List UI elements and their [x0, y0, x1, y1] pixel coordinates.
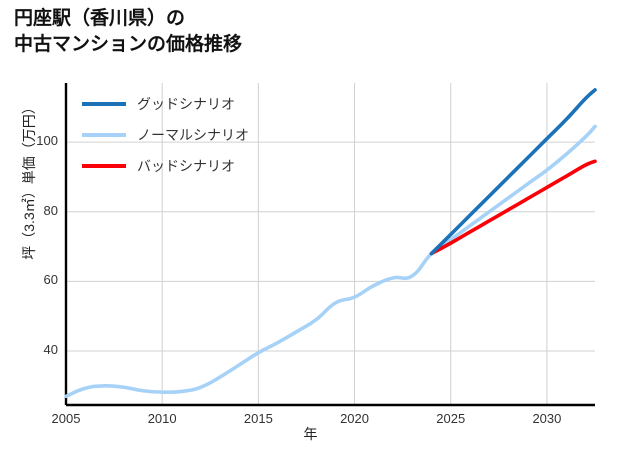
- legend-swatch-line-icon: [82, 102, 126, 106]
- legend-item[interactable]: グッドシナリオ: [82, 94, 249, 114]
- legend-swatch-line-icon: [82, 164, 126, 168]
- x-tick-label: 2030: [532, 411, 562, 426]
- series-line-グッドシナリオ: [429, 88, 597, 256]
- legend-swatch-line-icon: [82, 133, 126, 137]
- x-tick-label: 2020: [340, 411, 369, 426]
- chart-title: 円座駅（香川県）の 中古マンションの価格推移: [14, 8, 243, 56]
- x-tick-label: 2010: [147, 411, 177, 426]
- series-line-ノーマルシナリオ: [64, 124, 597, 399]
- legend-item[interactable]: ノーマルシナリオ: [82, 125, 249, 145]
- legend-label: バッドシナリオ: [137, 158, 235, 174]
- x-tick-label: 2005: [51, 411, 81, 426]
- x-tick-label: 2025: [436, 411, 466, 426]
- y-tick-label: 40: [43, 342, 58, 358]
- axis-lines: [64, 83, 595, 407]
- legend-label: グッドシナリオ: [137, 96, 235, 112]
- x-tick-label: 2015: [243, 411, 273, 426]
- y-tick-label: 80: [43, 202, 58, 218]
- chart-legend: グッドシナリオ ノーマルシナリオ バッドシナリオ: [76, 88, 257, 182]
- y-tick-label: 100: [36, 133, 58, 149]
- legend-label: ノーマルシナリオ: [137, 127, 249, 143]
- series-paths: [64, 88, 597, 399]
- y-tick-label: 60: [43, 272, 58, 288]
- series-line-バッドシナリオ: [429, 159, 597, 256]
- y-axis-label: 坪（3.3㎡）単価（万円）: [21, 100, 37, 260]
- legend-item[interactable]: バッドシナリオ: [82, 156, 249, 176]
- x-axis-label: 年: [303, 426, 318, 442]
